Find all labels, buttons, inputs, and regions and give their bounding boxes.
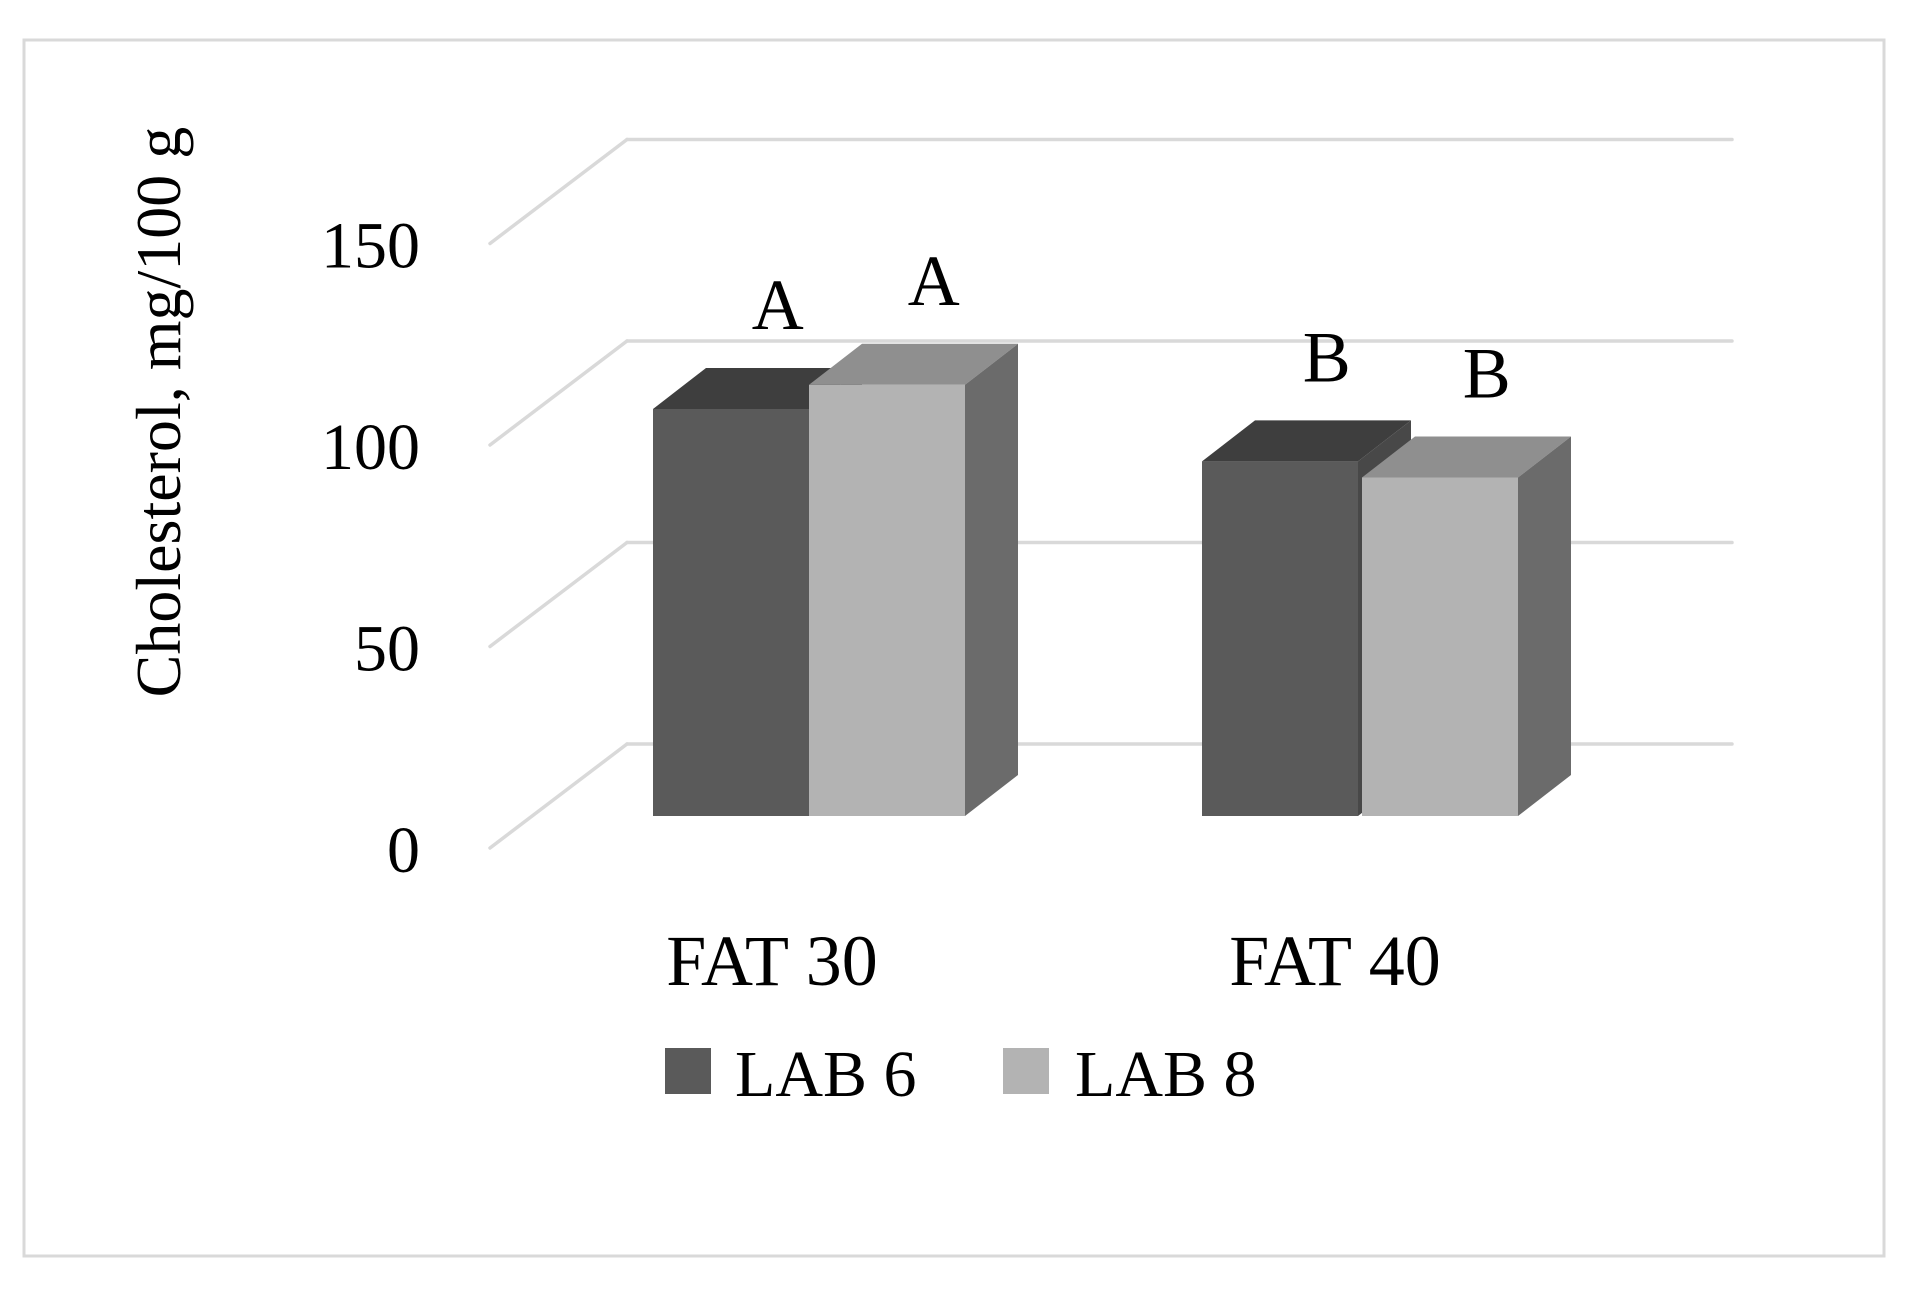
gridline-diagonal-0 (488, 742, 629, 850)
significance-letter-fat30-lab8: A (908, 241, 960, 321)
legend-label-lab6: LAB 6 (735, 1038, 917, 1111)
bar-top-face (1362, 436, 1571, 478)
legend: LAB 6 LAB 8 (665, 1038, 1257, 1111)
bar-front-face (809, 384, 965, 816)
legend-swatch-lab8 (1003, 1048, 1049, 1094)
bar-lab8-fat30 (809, 343, 1018, 816)
bar-front-face (1362, 477, 1518, 816)
bar-lab8-fat40 (1362, 436, 1571, 816)
legend-swatch-lab6 (665, 1048, 711, 1094)
legend-label-lab8: LAB 8 (1075, 1038, 1257, 1111)
bar-front-face (653, 408, 809, 816)
significance-letter-fat40-lab6: B (1303, 317, 1351, 397)
gridline-diagonal-50 (488, 540, 629, 649)
bar-lab6-fat40 (1202, 420, 1411, 816)
y-axis-tick-labels: 0 50 100 150 (321, 210, 420, 888)
bar-top-face (809, 343, 1018, 385)
y-tick-label-100: 100 (321, 411, 420, 484)
significance-letter-fat30-lab6: A (752, 265, 804, 345)
bar-side-face (1518, 436, 1571, 816)
y-tick-label-150: 150 (321, 210, 420, 283)
legend-item-lab8: LAB 8 (1003, 1038, 1257, 1111)
y-tick-label-0: 0 (387, 814, 420, 887)
category-axis-labels: FAT 30 FAT 40 (666, 921, 1440, 1001)
gridline-diagonal-150 (488, 137, 629, 246)
y-tick-label-50: 50 (354, 613, 420, 686)
legend-item-lab6: LAB 6 (665, 1038, 917, 1111)
category-label-fat40: FAT 40 (1229, 921, 1440, 1001)
gridline-diagonal-100 (488, 339, 629, 447)
y-axis-title: Cholesterol, mg/100 g (123, 127, 194, 698)
bar-side-face (965, 343, 1018, 816)
significance-letter-fat40-lab8: B (1463, 333, 1511, 413)
significance-letters-layer: A A B B (752, 241, 1511, 414)
bar-top-face (1202, 420, 1411, 462)
category-label-fat30: FAT 30 (666, 921, 877, 1001)
bars-layer (653, 343, 1571, 816)
bar-front-face (1202, 461, 1358, 816)
